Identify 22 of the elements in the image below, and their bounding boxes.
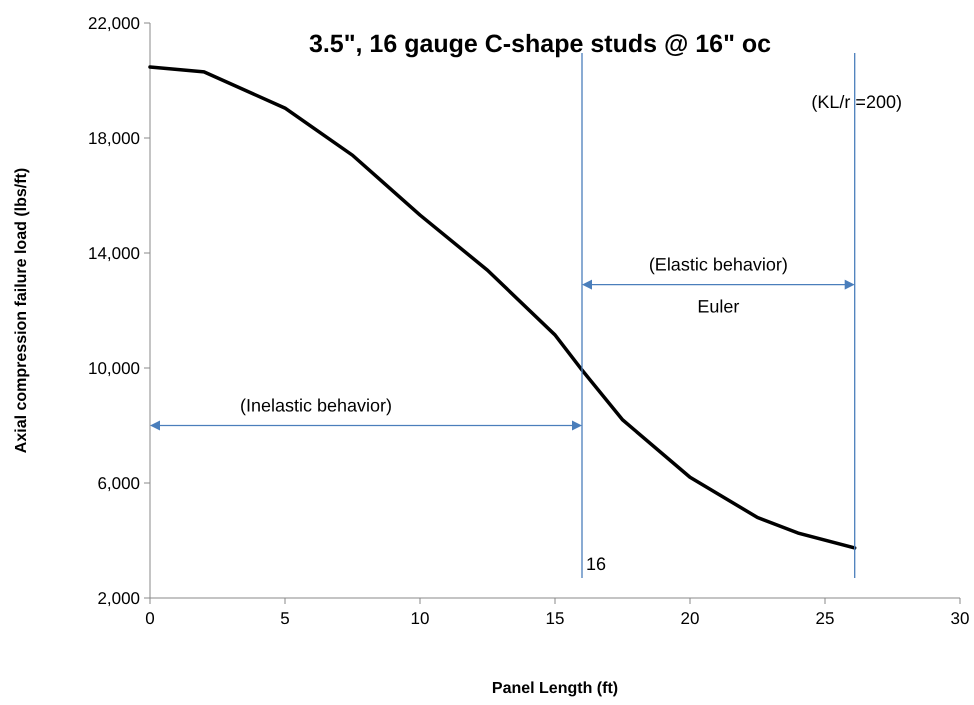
ref-line-label: 16 bbox=[586, 554, 606, 574]
y-tick-label: 14,000 bbox=[88, 244, 140, 263]
x-axis-title: Panel Length (ft) bbox=[492, 680, 618, 697]
annotation: (KL/r =200) bbox=[811, 92, 902, 112]
annotation: (Inelastic behavior) bbox=[240, 396, 392, 416]
annotation: Euler bbox=[697, 296, 740, 317]
chart-title: 3.5", 16 gauge C-shape studs @ 16" oc bbox=[308, 30, 772, 58]
x-tick-label: 25 bbox=[816, 609, 834, 628]
y-tick-label: 22,000 bbox=[88, 14, 140, 33]
y-tick-label: 2,000 bbox=[97, 588, 140, 608]
x-tick-label: 0 bbox=[145, 609, 155, 628]
y-axis-title: Axial compression failure load (lbs/ft) bbox=[13, 168, 30, 454]
y-tick-label: 18,000 bbox=[88, 128, 140, 148]
annotation: (Elastic behavior) bbox=[648, 254, 788, 275]
x-tick-label: 30 bbox=[950, 609, 970, 628]
x-tick-label: 5 bbox=[280, 609, 290, 628]
x-tick-label: 10 bbox=[410, 609, 430, 628]
y-tick-label: 10,000 bbox=[88, 358, 140, 378]
x-tick-label: 20 bbox=[680, 609, 700, 628]
y-tick-label: 6,000 bbox=[97, 474, 140, 493]
x-tick-label: 15 bbox=[546, 609, 564, 628]
line-series bbox=[148, 65, 856, 550]
